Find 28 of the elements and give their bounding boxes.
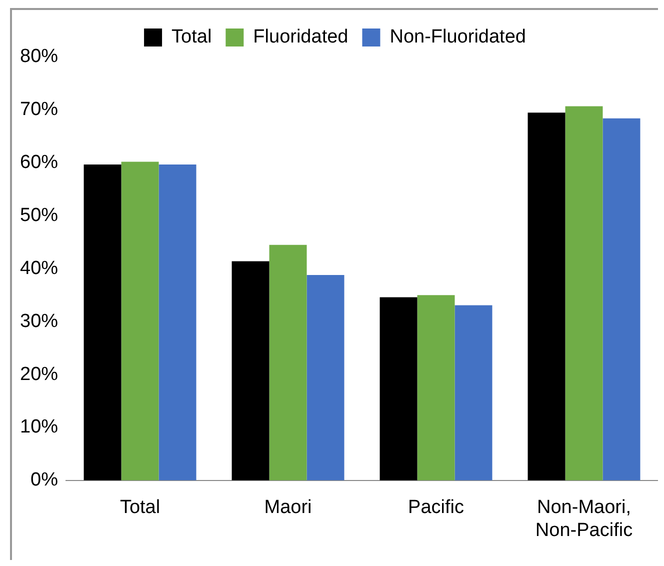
y-tick-label: 0% (30, 470, 58, 491)
legend-label: Total (172, 26, 212, 48)
bar (454, 305, 492, 480)
y-tick-label: 20% (20, 364, 58, 385)
x-tick-label: Non-Maori, Non-Pacific (535, 497, 633, 541)
y-tick-label: 70% (20, 99, 58, 120)
y-tick-label: 60% (20, 152, 58, 174)
bar (380, 297, 418, 480)
y-tick-label: 10% (20, 416, 58, 438)
y-tick-label: 50% (20, 205, 58, 226)
bar (84, 164, 122, 480)
x-tick-label: Pacific (408, 497, 464, 518)
bar (528, 112, 566, 480)
x-tick-label: Maori (264, 497, 312, 518)
legend-label: Fluoridated (253, 26, 348, 48)
bar (232, 261, 270, 480)
bar (269, 244, 307, 480)
x-tick-label: Total (120, 497, 160, 518)
bar (121, 162, 159, 480)
legend-label: Non-Fluoridated (390, 26, 526, 48)
y-tick-label: 40% (20, 258, 58, 279)
y-tick-label: 30% (20, 310, 58, 332)
bar (306, 275, 344, 480)
bar (158, 164, 196, 480)
bar (417, 295, 455, 480)
bar (602, 118, 640, 480)
y-tick-label: 80% (20, 46, 58, 68)
bar (565, 106, 603, 480)
